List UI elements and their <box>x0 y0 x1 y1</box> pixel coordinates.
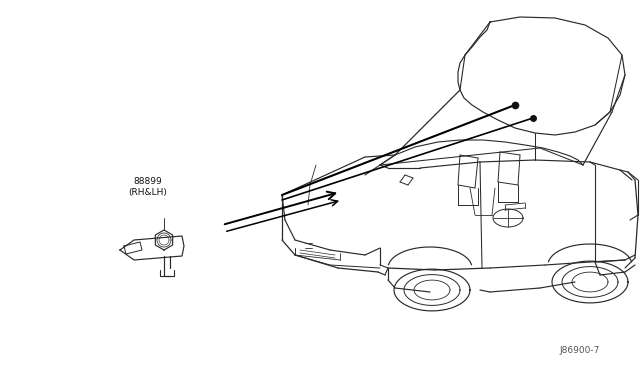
Text: (RH&LH): (RH&LH) <box>129 187 168 196</box>
Text: 88899: 88899 <box>134 177 163 186</box>
Text: J86900-7: J86900-7 <box>559 346 600 355</box>
